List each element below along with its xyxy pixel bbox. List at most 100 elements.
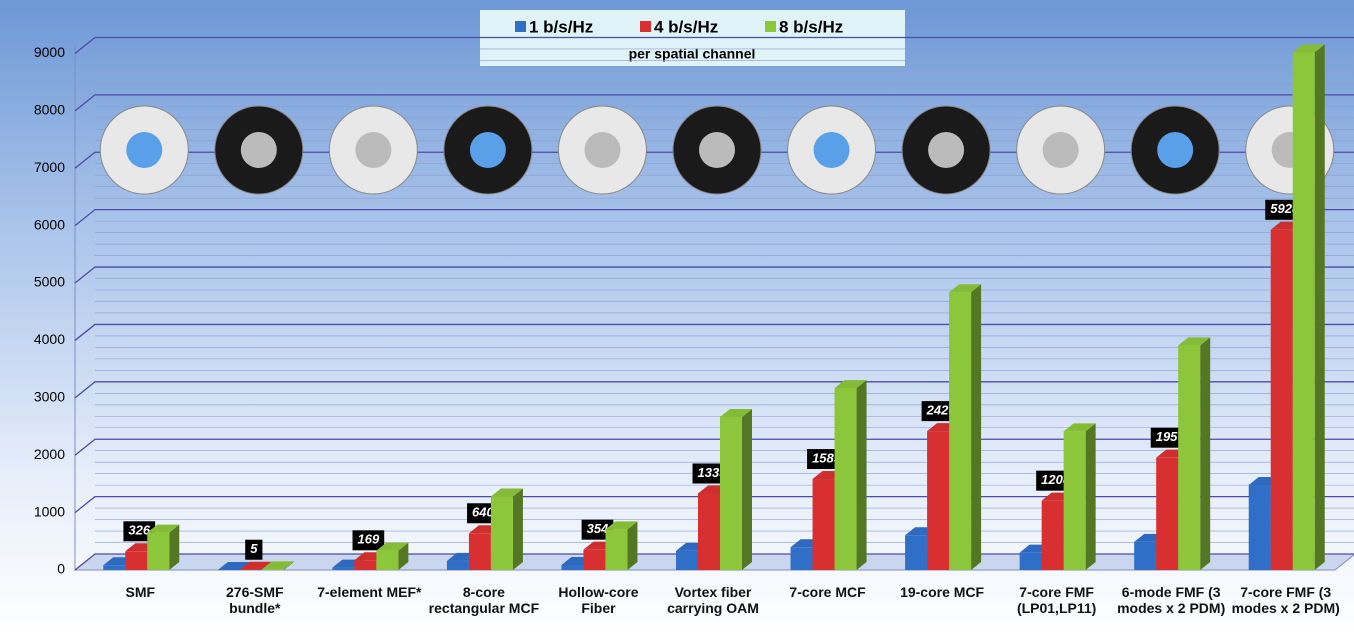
data-label: 5 <box>250 541 258 556</box>
bar-side <box>856 380 867 570</box>
bar <box>261 569 284 570</box>
bar <box>1041 500 1064 570</box>
y-tick-label: 4000 <box>34 331 65 347</box>
bar <box>1178 345 1201 570</box>
fiber-core <box>355 132 392 168</box>
bar-side <box>971 284 982 570</box>
bar <box>468 533 491 570</box>
bar <box>1292 52 1315 570</box>
grid-line <box>74 36 1354 54</box>
data-label: 1585 <box>812 450 842 465</box>
fiber-core <box>584 132 621 168</box>
data-label: 1957 <box>1156 429 1186 444</box>
bar <box>103 565 126 570</box>
grid-line <box>74 266 1354 284</box>
bar-top <box>834 380 867 389</box>
bar <box>698 493 720 570</box>
x-tick-label: 8-core rectangular MCF <box>428 584 540 616</box>
bar-top <box>1063 423 1096 432</box>
bar-top <box>147 524 180 533</box>
bar <box>927 431 950 570</box>
legend-label: 8 b/s/Hz <box>779 17 843 36</box>
x-tick-label: 276-SMF bundle* <box>226 584 284 616</box>
grid-line <box>74 381 1354 399</box>
fiber-core <box>699 132 735 168</box>
x-tick-label: 7-element MEF* <box>317 584 422 600</box>
bar-side <box>742 408 752 570</box>
y-tick-label: 7000 <box>34 159 65 175</box>
y-tick-label: 2000 <box>34 446 65 462</box>
data-label-box <box>352 530 385 551</box>
data-label: 326 <box>128 523 150 538</box>
data-label: 169 <box>358 532 380 547</box>
bar-side <box>512 488 523 570</box>
bar <box>1063 431 1086 570</box>
x-tick-label: 6-mode FMF (3 modes x 2 PDM) <box>1117 584 1226 616</box>
bar <box>905 535 928 570</box>
fiber-core <box>813 132 850 168</box>
fiber-core <box>126 132 163 168</box>
fiber-core <box>1157 132 1194 168</box>
grid-line <box>74 323 1354 341</box>
bar <box>490 496 513 570</box>
bar-side <box>169 524 180 570</box>
y-tick-label: 6000 <box>34 216 65 232</box>
bar <box>676 550 698 570</box>
bar <box>561 564 584 570</box>
bar <box>1156 457 1179 570</box>
x-tick-label: 7-core FMF (3 modes x 2 PDM) <box>1231 584 1340 616</box>
fiber-core <box>928 132 965 168</box>
bar <box>949 292 972 570</box>
bar-top <box>239 561 272 570</box>
bar-top <box>217 561 250 570</box>
bar <box>446 560 469 570</box>
bar <box>583 549 606 570</box>
y-tick-label: 0 <box>57 561 65 577</box>
bar-top <box>949 284 982 293</box>
bar <box>1270 229 1293 570</box>
bar <box>1248 484 1271 570</box>
bar-side <box>1085 423 1096 570</box>
data-label: 5928 <box>1270 201 1300 216</box>
bar-top <box>261 561 294 570</box>
legend-subtitle: per spatial channel <box>629 46 756 62</box>
bar <box>790 547 813 570</box>
y-tick-label: 5000 <box>34 274 65 290</box>
x-tick-label: Vortex fiber carrying OAM <box>667 584 759 616</box>
bar-top <box>376 542 409 551</box>
legend-swatch <box>765 21 776 32</box>
bar <box>720 416 742 570</box>
fiber-core <box>240 132 277 168</box>
legend-swatch <box>640 21 651 32</box>
bar-top <box>605 521 638 530</box>
fiber-core <box>469 132 506 168</box>
bar-top <box>1178 337 1211 346</box>
data-label: 1333 <box>698 465 728 480</box>
bar-top <box>490 488 523 497</box>
grid-line <box>74 94 1354 112</box>
data-label-box <box>245 539 263 560</box>
bar <box>834 388 857 570</box>
bar <box>1019 552 1042 570</box>
y-tick-label: 1000 <box>34 503 65 519</box>
bar-side <box>1314 44 1325 570</box>
data-label-box <box>581 519 614 540</box>
data-label: 354 <box>587 521 609 536</box>
legend-swatch <box>515 21 526 32</box>
x-tick-label: SMF <box>125 584 156 600</box>
bar <box>354 560 377 570</box>
bar-side <box>627 521 638 570</box>
bar-side <box>398 542 409 570</box>
data-label: 1208 <box>1041 472 1071 487</box>
bar <box>376 550 399 570</box>
bar-top <box>720 408 752 417</box>
bar-side <box>283 561 294 570</box>
y-tick-label: 8000 <box>34 102 65 118</box>
x-tick-label: 7-core MCF <box>789 584 866 600</box>
data-label-box <box>123 521 156 542</box>
x-tick-label: 19-core MCF <box>900 584 985 600</box>
bar <box>605 529 628 570</box>
bar <box>1134 541 1157 570</box>
